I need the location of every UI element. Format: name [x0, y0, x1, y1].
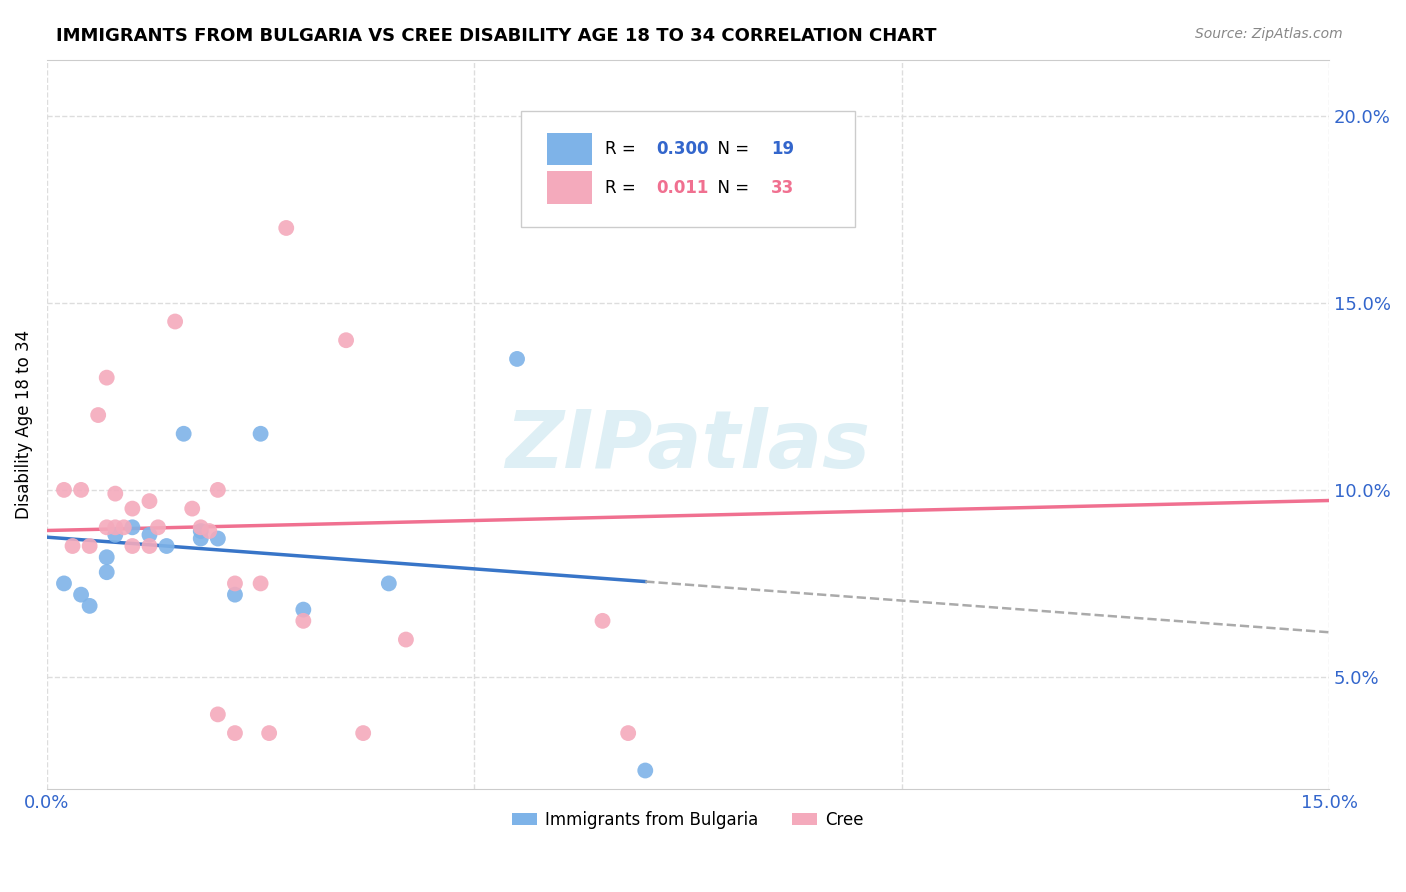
Point [62, 539, 84, 553]
Point [806, 146, 828, 161]
Point [138, 539, 160, 553]
Point [352, 726, 374, 740]
Point [276, 221, 298, 235]
Point [224, 588, 246, 602]
Point [335, 333, 357, 347]
Point [257, 726, 280, 740]
Point [138, 494, 160, 508]
Point [96, 370, 118, 384]
Text: 0.300: 0.300 [657, 140, 709, 159]
Point [190, 532, 212, 546]
Point [96, 520, 118, 534]
Point [198, 524, 221, 538]
Point [395, 632, 418, 647]
Text: 0.011: 0.011 [657, 179, 709, 197]
Point [634, 764, 657, 778]
Point [121, 501, 143, 516]
Point [224, 726, 246, 740]
Point [104, 520, 127, 534]
Point [592, 614, 614, 628]
Point [79, 539, 101, 553]
Point [224, 576, 246, 591]
Point [207, 483, 229, 497]
Point [121, 520, 143, 534]
Point [249, 576, 271, 591]
Point [112, 520, 135, 534]
Text: 19: 19 [772, 140, 794, 159]
Point [138, 528, 160, 542]
Point [190, 524, 212, 538]
Point [96, 550, 118, 565]
Text: ZIPatlas: ZIPatlas [506, 408, 870, 485]
Text: R =: R = [605, 179, 645, 197]
Point [181, 501, 204, 516]
Legend: Immigrants from Bulgaria, Cree: Immigrants from Bulgaria, Cree [506, 805, 870, 836]
Point [173, 426, 195, 441]
Text: 33: 33 [772, 179, 794, 197]
Point [249, 426, 271, 441]
Point [121, 539, 143, 553]
Point [146, 520, 169, 534]
Point [53, 576, 76, 591]
Point [87, 408, 110, 422]
Point [207, 707, 229, 722]
Point [506, 351, 529, 366]
FancyBboxPatch shape [547, 133, 592, 165]
Point [104, 528, 127, 542]
Point [155, 539, 177, 553]
Text: IMMIGRANTS FROM BULGARIA VS CREE DISABILITY AGE 18 TO 34 CORRELATION CHART: IMMIGRANTS FROM BULGARIA VS CREE DISABIL… [56, 27, 936, 45]
Point [53, 483, 76, 497]
Point [70, 588, 93, 602]
Point [190, 520, 212, 534]
Point [165, 314, 187, 328]
Point [617, 726, 640, 740]
Point [104, 486, 127, 500]
FancyBboxPatch shape [547, 171, 592, 204]
Text: N =: N = [707, 140, 755, 159]
Text: N =: N = [707, 179, 755, 197]
Point [292, 602, 315, 616]
Text: R =: R = [605, 140, 641, 159]
Point [79, 599, 101, 613]
Point [70, 483, 93, 497]
Y-axis label: Disability Age 18 to 34: Disability Age 18 to 34 [15, 330, 32, 519]
Point [207, 532, 229, 546]
Point [292, 614, 315, 628]
FancyBboxPatch shape [522, 111, 855, 227]
Point [378, 576, 401, 591]
Text: Source: ZipAtlas.com: Source: ZipAtlas.com [1195, 27, 1343, 41]
Point [96, 565, 118, 579]
